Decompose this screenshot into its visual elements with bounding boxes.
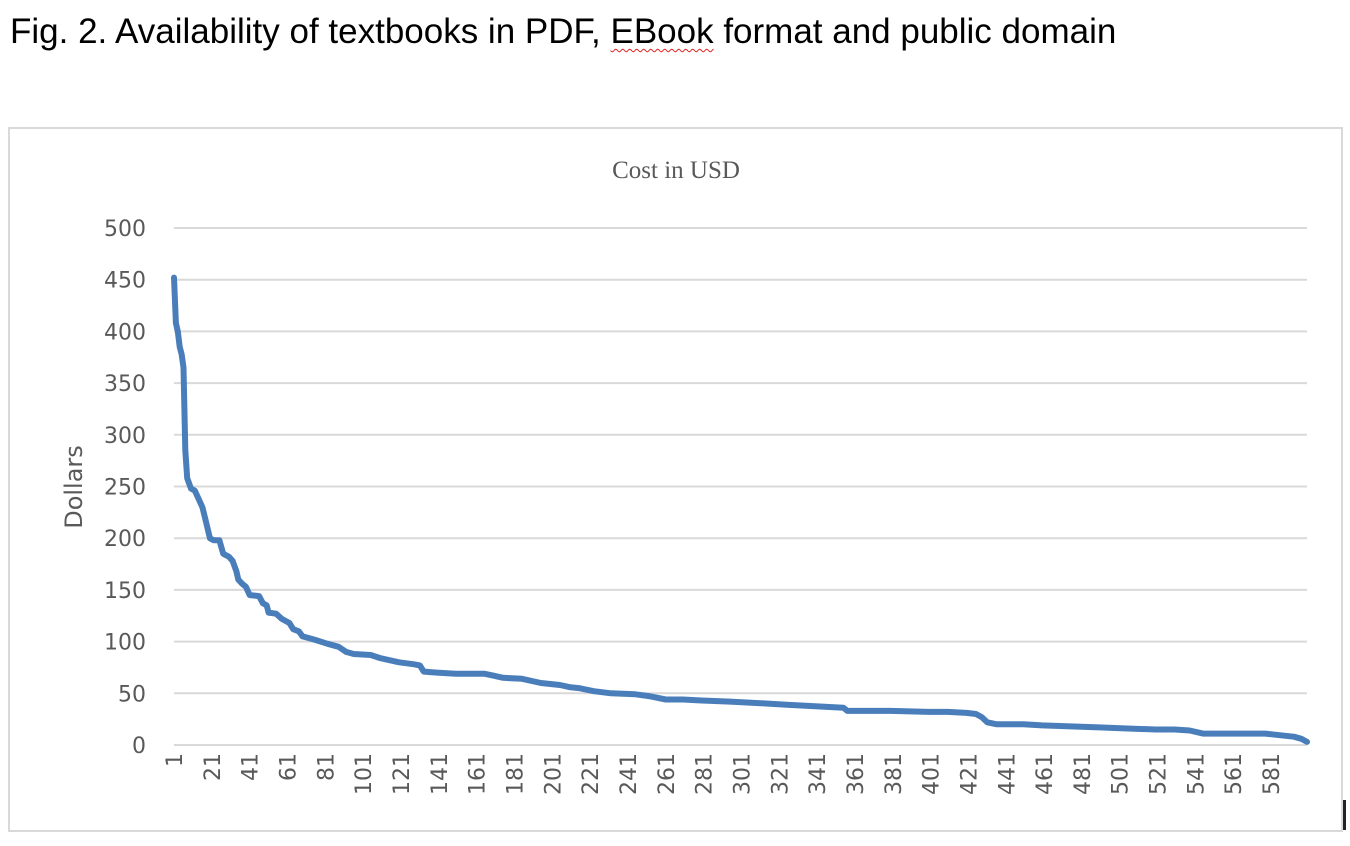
x-tick-label: 181: [503, 753, 528, 795]
x-tick-label: 341: [806, 753, 831, 795]
chart-frame: [8, 127, 1343, 832]
x-tick-label: 321: [768, 753, 793, 795]
y-tick-label: 150: [104, 579, 146, 604]
y-tick-label: 0: [132, 734, 146, 759]
x-tick-label: 201: [541, 753, 566, 795]
caption-flagged-word[interactable]: EBook: [610, 12, 714, 51]
x-tick-label: 221: [579, 753, 604, 795]
x-tick-label: 161: [466, 753, 491, 795]
y-tick-label: 250: [104, 476, 146, 501]
x-tick-label: 61: [276, 753, 301, 781]
x-tick-label: 81: [314, 753, 339, 781]
x-tick-label: 141: [428, 753, 453, 795]
x-tick-label: 381: [882, 753, 907, 795]
x-tick-label: 481: [1071, 753, 1096, 795]
figure-caption: Fig. 2. Availability of textbooks in PDF…: [10, 8, 1116, 56]
x-tick-label: 41: [239, 753, 264, 781]
chart-title: Cost in USD: [612, 157, 740, 184]
x-tick-label: 261: [655, 753, 680, 795]
x-tick-label: 301: [730, 753, 755, 795]
x-tick-label: 1: [163, 753, 188, 767]
x-tick-label: 121: [390, 753, 415, 795]
y-tick-label: 400: [104, 320, 146, 345]
x-tick-label: 521: [1147, 753, 1172, 795]
y-tick-label: 300: [104, 424, 146, 449]
y-tick-label: 100: [104, 631, 146, 656]
y-tick-label: 350: [104, 372, 146, 397]
y-axis-label: Dollars: [60, 445, 88, 529]
text-cursor-mark: [1343, 800, 1346, 830]
x-tick-label: 401: [920, 753, 945, 795]
series-line-0: [171, 274, 1310, 745]
x-tick-label: 21: [201, 753, 226, 781]
caption-suffix: format and public domain: [713, 12, 1117, 51]
x-tick-label: 501: [1109, 753, 1134, 795]
caption-prefix: Fig. 2. Availability of textbooks in PDF…: [10, 12, 611, 51]
x-tick-label: 541: [1184, 753, 1209, 795]
x-tick-label: 461: [1033, 753, 1058, 795]
x-tick-label: 581: [1260, 753, 1285, 795]
x-tick-label: 361: [844, 753, 869, 795]
x-axis-tick-labels: 1 21 41 61 81 101 121 141 161 181 201 221 241 261 281 3…: [163, 753, 1285, 795]
series-layer: [171, 274, 1310, 745]
x-tick-label: 421: [957, 753, 982, 795]
x-tick-label: 561: [1222, 753, 1247, 795]
y-tick-label: 200: [104, 527, 146, 552]
x-tick-label: 281: [693, 753, 718, 795]
y-tick-label: 450: [104, 269, 146, 294]
x-tick-label: 101: [352, 753, 377, 795]
y-tick-label: 50: [118, 682, 146, 707]
y-tick-label: 500: [104, 217, 146, 242]
x-tick-label: 241: [617, 753, 642, 795]
x-tick-label: 441: [995, 753, 1020, 795]
y-axis-tick-labels: 0 50 100 150 200 250 300 350 400 450 500: [104, 217, 146, 759]
gridlines: [174, 227, 1307, 746]
